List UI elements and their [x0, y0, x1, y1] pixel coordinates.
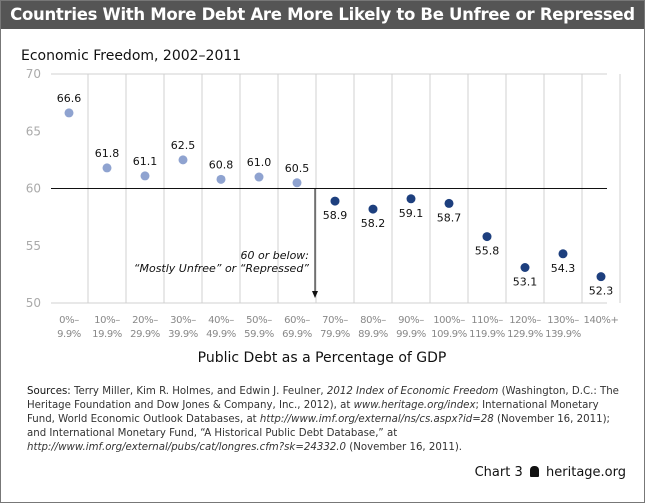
data-label: 59.1 [399, 207, 424, 220]
chart-number: Chart 3 [474, 465, 523, 480]
plot-area: 50 55 60 65 70 60 or below:“Mostly Unfree” or… [26, 67, 621, 366]
data-point [64, 108, 74, 118]
data-point [406, 194, 416, 204]
data-label: 58.7 [437, 211, 462, 224]
chart-title: Countries With More Debt Are More Likely… [1, 1, 644, 29]
x-tick-label: 99.9% [396, 329, 426, 340]
x-tick-label: 79.9% [320, 329, 350, 340]
x-tick-label: 140%+ [584, 315, 619, 326]
sources-text: (November 16, 2011); and International M… [27, 414, 610, 439]
x-tick-label: 0%– [59, 315, 79, 326]
x-tick-label: 59.9% [244, 329, 274, 340]
data-label: 61.8 [95, 147, 120, 160]
x-tick-label: 90%– [398, 315, 424, 326]
x-tick-label: 109.9% [431, 329, 467, 340]
sources-note: Sources: Terry Miller, Kim R. Holmes, an… [27, 385, 627, 455]
data-point [102, 163, 112, 173]
data-point [292, 178, 302, 188]
sources-title: 2012 Index of Economic Freedom [326, 386, 499, 397]
x-tick-label: 80%– [360, 315, 386, 326]
data-label: 55.8 [475, 245, 500, 258]
x-tick-label: 70%– [322, 315, 348, 326]
x-tick-label: 89.9% [358, 329, 388, 340]
data-label: 61.0 [247, 156, 272, 169]
sources-label: Sources: [27, 386, 71, 397]
data-point [444, 198, 454, 208]
data-point [330, 196, 340, 206]
data-label: 54.3 [551, 262, 576, 275]
y-tick-label: 70 [26, 67, 41, 81]
x-axis-title: Public Debt as a Percentage of GDP [198, 350, 447, 366]
sources-url: http://www.imf.org/external/ns/cs.aspx?i… [259, 414, 494, 425]
x-tick-label: 10%– [94, 315, 120, 326]
x-tick-label: 9.9% [57, 329, 81, 340]
sources-text: ; International Monetary Fund, World Eco… [27, 400, 599, 425]
data-point [520, 263, 530, 273]
data-label: 58.9 [323, 209, 348, 222]
x-tick-label: 60%– [284, 315, 310, 326]
y-tick-label: 65 [26, 124, 41, 138]
x-tick-label: 29.9% [130, 329, 160, 340]
y-tick-label: 60 [26, 182, 41, 196]
annotation-text: “Mostly Unfree” or “Repressed” [134, 262, 310, 275]
data-point [558, 249, 568, 259]
data-point [178, 155, 188, 165]
data-label: 62.5 [171, 139, 196, 152]
x-tick-label: 49.9% [206, 329, 236, 340]
x-tick-label: 30%– [170, 315, 196, 326]
data-point [482, 232, 492, 242]
x-tick-label: 19.9% [92, 329, 122, 340]
y-tick-label: 55 [26, 239, 41, 253]
sources-text: (Washington, D.C.: The Heritage Foundati… [27, 386, 619, 411]
x-tick-label: 139.9% [545, 329, 581, 340]
data-label: 52.3 [589, 285, 614, 298]
x-tick-label: 119.9% [469, 329, 505, 340]
liberty-bell-icon [529, 466, 539, 477]
x-tick-label: 129.9% [507, 329, 543, 340]
x-tick-label: 40%– [208, 315, 234, 326]
x-tick-label: 120%– [509, 315, 541, 326]
arrow-head-icon [312, 291, 318, 298]
data-point [140, 171, 150, 181]
sources-url: http://www.imf.org/external/pubs/cat/lon… [27, 442, 347, 453]
data-label: 60.8 [209, 158, 234, 171]
x-tick-label: 20%– [132, 315, 158, 326]
x-tick-label: 130%– [547, 315, 579, 326]
y-axis-title: Economic Freedom, 2002–2011 [21, 48, 242, 64]
y-tick-label: 50 [26, 296, 41, 310]
site-link[interactable]: heritage.org [546, 465, 626, 480]
x-tick-label: 69.9% [282, 329, 312, 340]
x-tick-label: 50%– [246, 315, 272, 326]
x-tick-label: 39.9% [168, 329, 198, 340]
data-label: 60.5 [285, 162, 310, 175]
data-label: 53.1 [513, 276, 538, 289]
sources-text: (November 16, 2011). [346, 442, 463, 453]
data-label: 66.6 [57, 92, 82, 105]
x-tick-label: 100%– [433, 315, 465, 326]
data-label: 61.1 [133, 155, 158, 168]
data-point [254, 172, 264, 182]
annotation-text: 60 or below: [241, 249, 309, 262]
data-point [216, 174, 226, 184]
sources-text: Terry Miller, Kim R. Holmes, and Edwin J… [70, 386, 327, 397]
sources-url: www.heritage.org/index [353, 400, 476, 411]
x-tick-label: 110%– [471, 315, 503, 326]
data-point [596, 272, 606, 282]
data-label: 58.2 [361, 217, 386, 230]
data-point [368, 204, 378, 214]
footer: Chart 3 heritage.org [475, 465, 626, 480]
